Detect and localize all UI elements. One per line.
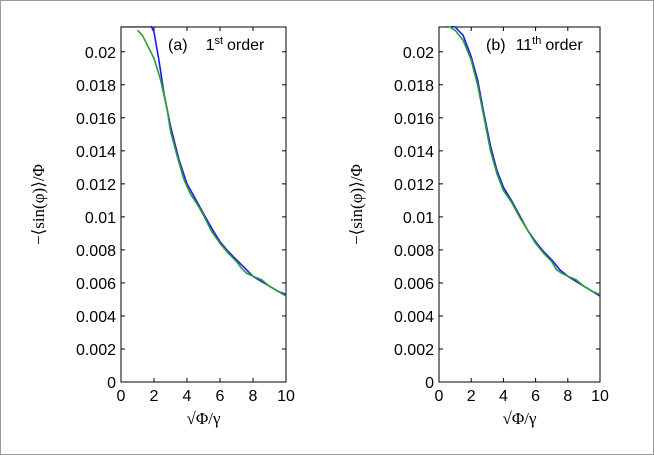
series-line-1 <box>121 26 286 296</box>
y-tick-label: 0.012 <box>76 177 116 194</box>
series-line-2 <box>446 26 600 296</box>
y-tick-label: 0.018 <box>394 78 434 95</box>
y-tick-label: 0.016 <box>76 111 116 128</box>
y-tick-label: 0.008 <box>76 243 116 260</box>
series-line-1 <box>450 26 600 297</box>
panel-annotation: (b) 11th order <box>486 35 583 54</box>
x-axis-label: √Φ/γ <box>503 409 537 428</box>
x-tick-label: 2 <box>467 388 476 405</box>
y-tick-label: 0 <box>107 375 116 392</box>
annotation-suffix: order <box>545 37 583 54</box>
y-tick-label: 0.01 <box>403 210 434 227</box>
annotation-superscript: st <box>214 35 223 47</box>
y-tick-label: 0.002 <box>394 342 434 359</box>
y-tick-label: 0.014 <box>394 144 434 161</box>
annotation-number: 11 <box>516 37 533 54</box>
x-tick-label: 0 <box>117 388 126 405</box>
plot-area-border <box>120 26 287 383</box>
y-axis-label: −⟨sin(φ)⟩/Φ <box>347 164 366 245</box>
y-tick-label: 0.02 <box>85 45 116 62</box>
x-axis-label: √Φ/γ <box>187 409 221 428</box>
x-tick-label: 4 <box>183 388 192 405</box>
annotation-number: 1 <box>206 37 215 54</box>
y-tick-label: 0.006 <box>394 276 434 293</box>
y-tick-label: 0.018 <box>76 78 116 95</box>
y-tick-label: 0.004 <box>76 309 116 326</box>
y-tick-label: 0.008 <box>394 243 434 260</box>
chart-panel-b: 0 2 4 6 8 10 0 0.002 0.004 0.006 0.008 0.01 0.012 0.0… <box>347 26 609 428</box>
y-tick-label: 0.016 <box>394 111 434 128</box>
x-tick-label: 10 <box>277 388 295 405</box>
y-tick-label: 0.02 <box>403 45 434 62</box>
y-tick-label: 0.014 <box>76 144 116 161</box>
chart-panel-a: 0 2 4 6 8 10 0 0.002 0.004 0.006 0.008 0.01 0.012 0.0… <box>29 26 295 428</box>
panel-annotation: (a) 1st order <box>168 35 265 54</box>
y-tick-label: 0.012 <box>394 177 434 194</box>
x-tick-label: 8 <box>249 388 258 405</box>
y-tick-label: 0.006 <box>76 276 116 293</box>
y-tick-label: 0.01 <box>85 210 116 227</box>
y-tick-label: 0 <box>425 375 434 392</box>
y-tick-label: 0.002 <box>76 342 116 359</box>
x-tick-label: 10 <box>591 388 609 405</box>
series-line-2 <box>136 29 286 297</box>
x-tick-label: 2 <box>150 388 159 405</box>
annotation-suffix: order <box>227 37 265 54</box>
x-tick-label: 4 <box>499 388 508 405</box>
x-tick-label: 8 <box>563 388 572 405</box>
annotation-prefix: (a) <box>168 37 188 54</box>
x-tick-label: 6 <box>531 388 540 405</box>
y-tick-label: 0.004 <box>394 309 434 326</box>
plot-area-border <box>438 26 601 383</box>
x-tick-label: 0 <box>435 388 444 405</box>
y-axis-label: −⟨sin(φ)⟩/Φ <box>29 164 48 245</box>
annotation-prefix: (b) <box>486 37 506 54</box>
x-tick-label: 6 <box>216 388 225 405</box>
annotation-superscript: th <box>532 35 541 47</box>
